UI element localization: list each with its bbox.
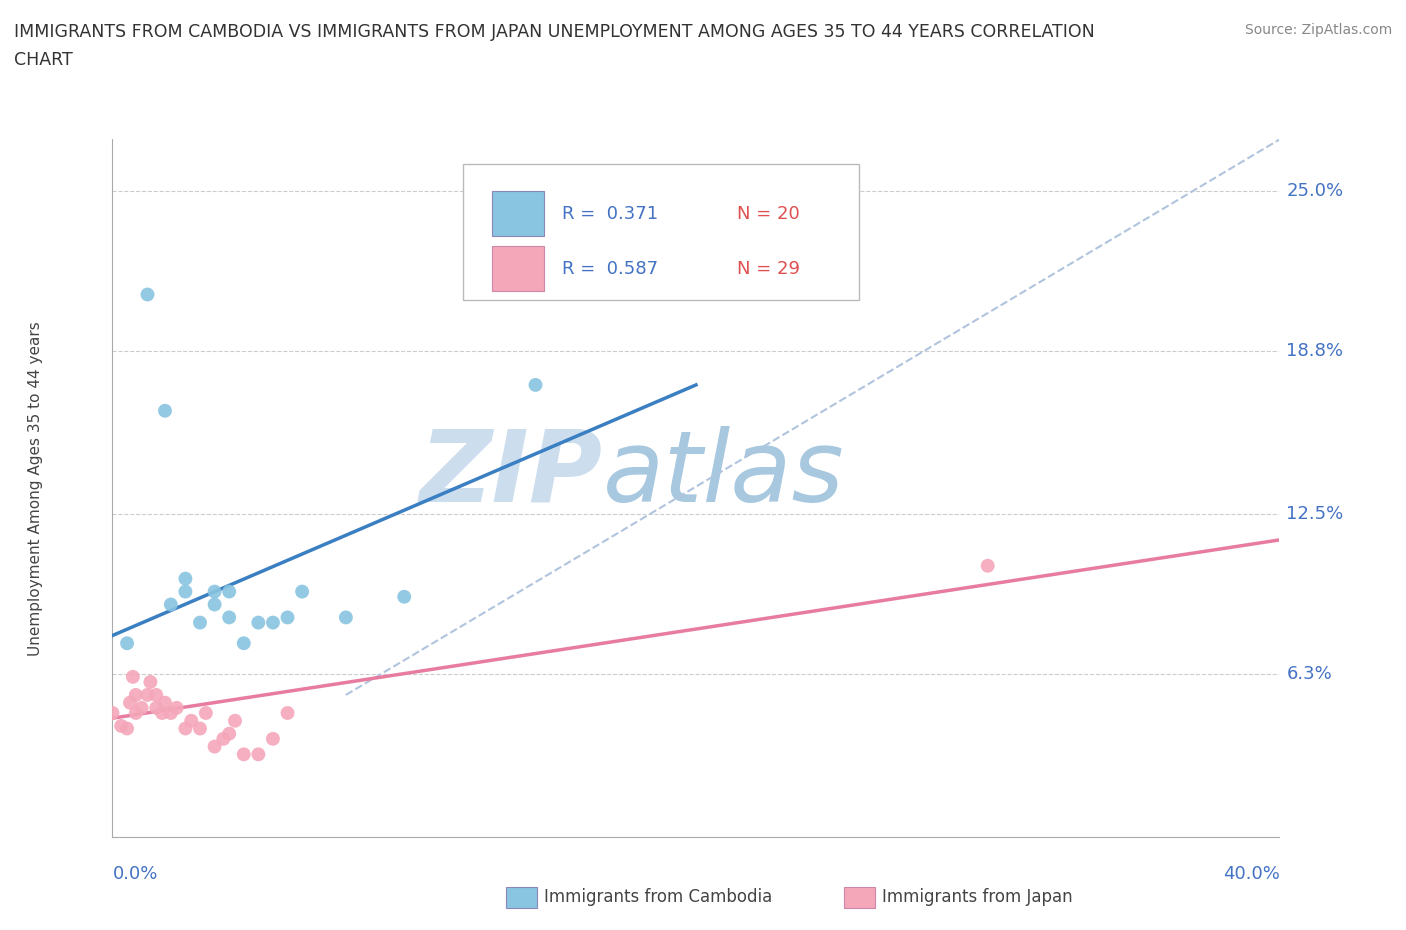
- Point: [212, 731, 235, 746]
- Point: [276, 610, 298, 625]
- Point: [218, 584, 240, 599]
- Point: [153, 696, 176, 711]
- Point: [122, 670, 145, 684]
- Point: [188, 615, 211, 630]
- Point: [188, 721, 211, 736]
- Point: [976, 558, 998, 573]
- Text: Source: ZipAtlas.com: Source: ZipAtlas.com: [1244, 23, 1392, 37]
- Text: 40.0%: 40.0%: [1223, 865, 1279, 883]
- Text: atlas: atlas: [603, 426, 844, 523]
- Point: [392, 590, 416, 604]
- Point: [204, 597, 226, 612]
- Text: IMMIGRANTS FROM CAMBODIA VS IMMIGRANTS FROM JAPAN UNEMPLOYMENT AMONG AGES 35 TO : IMMIGRANTS FROM CAMBODIA VS IMMIGRANTS F…: [14, 23, 1095, 41]
- Text: Immigrants from Japan: Immigrants from Japan: [882, 888, 1073, 907]
- Point: [204, 584, 226, 599]
- Point: [524, 378, 547, 392]
- Point: [276, 706, 298, 721]
- Point: [247, 615, 270, 630]
- Point: [153, 404, 176, 418]
- Point: [131, 700, 153, 715]
- Point: [125, 687, 148, 702]
- Point: [166, 700, 188, 715]
- Point: [136, 287, 159, 302]
- Text: 6.3%: 6.3%: [1286, 665, 1333, 684]
- Point: [218, 726, 240, 741]
- Point: [174, 721, 197, 736]
- Text: Unemployment Among Ages 35 to 44 years: Unemployment Among Ages 35 to 44 years: [28, 321, 42, 656]
- Text: N = 29: N = 29: [737, 259, 800, 277]
- Text: 25.0%: 25.0%: [1286, 182, 1344, 200]
- Point: [115, 636, 138, 651]
- Point: [160, 597, 183, 612]
- Text: CHART: CHART: [14, 51, 73, 69]
- FancyBboxPatch shape: [463, 164, 859, 300]
- Point: [110, 719, 132, 734]
- Bar: [492, 191, 544, 236]
- Point: [291, 584, 314, 599]
- Text: 0.0%: 0.0%: [112, 865, 157, 883]
- Point: [139, 674, 162, 689]
- Text: ZIP: ZIP: [419, 426, 603, 523]
- Point: [118, 696, 141, 711]
- Point: [224, 713, 246, 728]
- Text: 18.8%: 18.8%: [1286, 342, 1344, 360]
- Point: [204, 739, 226, 754]
- Text: 12.5%: 12.5%: [1286, 505, 1344, 523]
- Point: [160, 706, 183, 721]
- Point: [174, 571, 197, 586]
- Point: [145, 700, 167, 715]
- Point: [150, 706, 173, 721]
- Point: [232, 636, 254, 651]
- Text: R =  0.587: R = 0.587: [562, 259, 658, 277]
- Point: [218, 610, 240, 625]
- Point: [262, 731, 284, 746]
- Point: [145, 687, 167, 702]
- Point: [194, 706, 217, 721]
- Point: [335, 610, 357, 625]
- Point: [136, 687, 159, 702]
- Point: [180, 713, 202, 728]
- Text: R =  0.371: R = 0.371: [562, 205, 658, 222]
- Text: N = 20: N = 20: [737, 205, 800, 222]
- Point: [262, 615, 284, 630]
- Point: [685, 248, 707, 263]
- Point: [174, 584, 197, 599]
- Point: [115, 721, 138, 736]
- Point: [101, 706, 124, 721]
- Text: Immigrants from Cambodia: Immigrants from Cambodia: [544, 888, 772, 907]
- Point: [125, 706, 148, 721]
- Point: [247, 747, 270, 762]
- Point: [232, 747, 254, 762]
- Bar: [492, 246, 544, 291]
